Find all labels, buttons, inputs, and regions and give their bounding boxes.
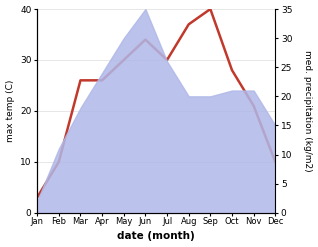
Y-axis label: med. precipitation (kg/m2): med. precipitation (kg/m2) — [303, 50, 313, 172]
X-axis label: date (month): date (month) — [117, 231, 195, 242]
Y-axis label: max temp (C): max temp (C) — [5, 80, 15, 142]
